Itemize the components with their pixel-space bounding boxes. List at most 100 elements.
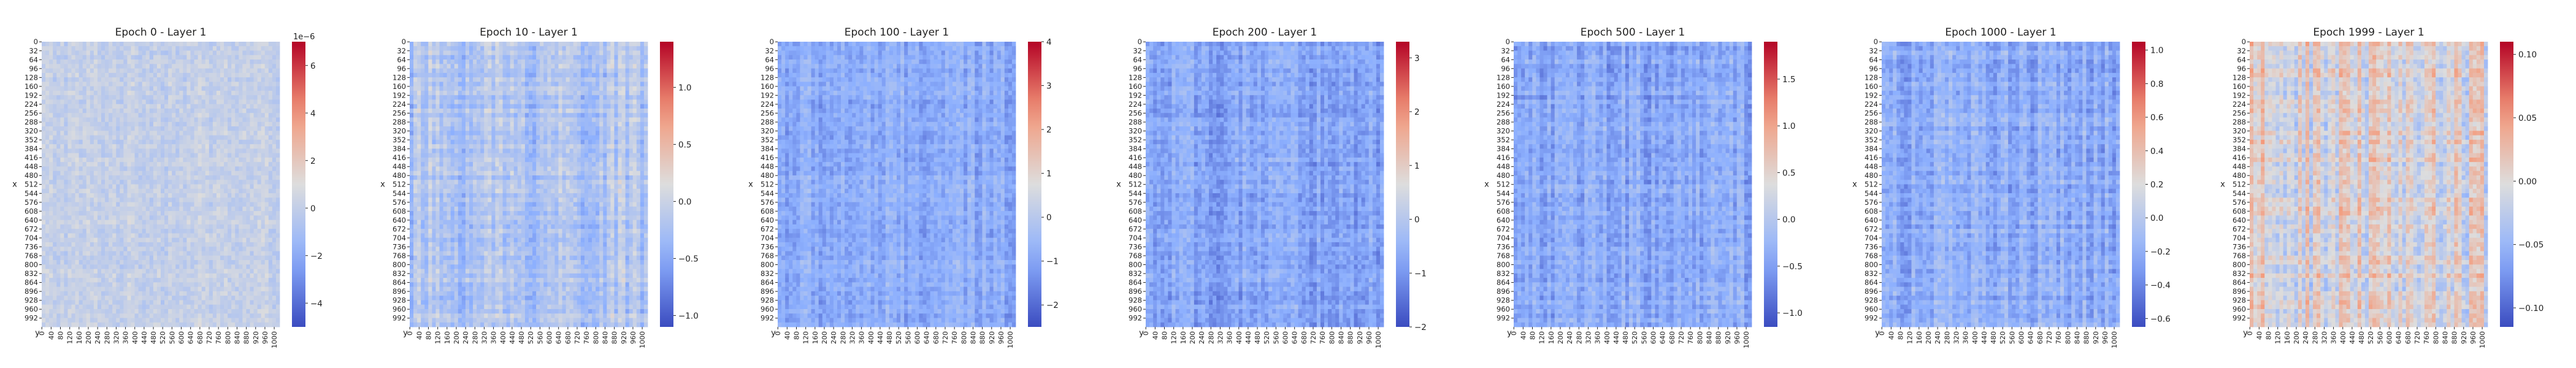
heatmap-cell [135, 162, 139, 167]
heatmap-cell [120, 86, 123, 91]
heatmap-cell [217, 224, 220, 229]
heatmap-cell [246, 51, 250, 56]
heatmap-cell [618, 86, 622, 91]
heatmap-cell [480, 55, 484, 60]
y-tick-label: 736 [25, 242, 38, 251]
heatmap-cell [194, 269, 198, 274]
heatmap-cell [250, 82, 254, 86]
heatmap-cell [45, 242, 49, 247]
heatmap-cell [53, 122, 56, 127]
heatmap-cell [217, 323, 220, 328]
heatmap-cell [79, 42, 83, 47]
heatmap-cell [435, 82, 439, 86]
heatmap-cell [421, 73, 424, 78]
heatmap-cell [157, 300, 161, 305]
heatmap-cell [94, 99, 98, 104]
heatmap-cell [60, 82, 64, 86]
heatmap-cell [644, 42, 648, 47]
heatmap-cell [120, 55, 123, 60]
heatmap-cell [228, 238, 231, 243]
heatmap-cell [42, 99, 45, 104]
heatmap-cell [213, 122, 217, 127]
heatmap-cell [551, 51, 554, 56]
heatmap-cell [112, 291, 116, 296]
heatmap-cell [231, 153, 235, 158]
y-tick-label: 0 [34, 37, 38, 46]
heatmap-cell [116, 233, 120, 238]
heatmap-cell [413, 55, 417, 60]
heatmap-cell [164, 211, 168, 216]
heatmap-cell [224, 251, 228, 256]
heatmap-cell [42, 91, 45, 96]
heatmap-cell [139, 229, 142, 234]
heatmap-cell [139, 64, 142, 69]
heatmap-cell [529, 55, 532, 60]
heatmap-cell [116, 305, 120, 310]
heatmap-cell [254, 73, 258, 78]
heatmap-cell [135, 148, 139, 153]
heatmap-cell [603, 64, 607, 69]
heatmap-cell [410, 42, 413, 47]
heatmap-cell [179, 51, 183, 56]
heatmap-cell [157, 118, 161, 123]
heatmap-cell [217, 269, 220, 274]
heatmap-cell [127, 309, 131, 314]
heatmap-cell [231, 64, 235, 69]
heatmap-cell [131, 238, 135, 243]
heatmap-cell [186, 113, 190, 118]
heatmap-cell [610, 86, 614, 91]
heatmap-cell [67, 229, 71, 234]
heatmap-cell [135, 215, 139, 220]
heatmap-cell [72, 305, 75, 310]
heatmap-cell [98, 82, 101, 86]
heatmap-cell [75, 282, 79, 287]
heatmap-cell [86, 166, 90, 171]
heatmap-cell [131, 193, 135, 198]
heatmap-cell [424, 91, 428, 96]
heatmap-cell [45, 215, 49, 220]
heatmap-cell [142, 109, 146, 113]
heatmap-cell [276, 51, 280, 56]
heatmap-cell [72, 185, 75, 190]
heatmap-cell [135, 296, 139, 301]
heatmap-cell [161, 269, 164, 274]
heatmap-cell [161, 309, 164, 314]
heatmap-cell [86, 251, 90, 256]
heatmap-cell [235, 215, 239, 220]
heatmap-cell [258, 175, 261, 180]
heatmap-cell [577, 77, 581, 82]
heatmap-cell [536, 77, 540, 82]
heatmap-cell [112, 131, 116, 136]
heatmap-cell [272, 113, 276, 118]
heatmap-cell [135, 46, 139, 51]
heatmap-cell [435, 69, 439, 74]
heatmap-cell [164, 309, 168, 314]
heatmap-cell [191, 158, 194, 163]
heatmap-cell [157, 136, 161, 140]
heatmap-cell [258, 291, 261, 296]
heatmap-cell [191, 215, 194, 220]
heatmap-cell [228, 136, 231, 140]
heatmap-cell [588, 46, 592, 51]
heatmap-cell [105, 296, 109, 301]
heatmap-cell [53, 282, 56, 287]
heatmap-cell [101, 91, 105, 96]
heatmap-cell [514, 46, 518, 51]
heatmap-cell [217, 171, 220, 176]
heatmap-cell [269, 282, 272, 287]
heatmap-cell [139, 185, 142, 190]
heatmap-cell [246, 109, 250, 113]
heatmap-cell [536, 42, 540, 47]
heatmap-cell [94, 158, 98, 163]
heatmap-cell [67, 269, 71, 274]
heatmap-cell [186, 162, 190, 167]
heatmap-cell [428, 59, 432, 64]
heatmap-cell [596, 59, 599, 64]
heatmap-cell [269, 251, 272, 256]
heatmap-cell [42, 256, 45, 261]
heatmap-cell [258, 309, 261, 314]
heatmap-cell [64, 313, 67, 318]
heatmap-cell [60, 278, 64, 283]
heatmap-cell [239, 51, 242, 56]
heatmap-cell [72, 291, 75, 296]
